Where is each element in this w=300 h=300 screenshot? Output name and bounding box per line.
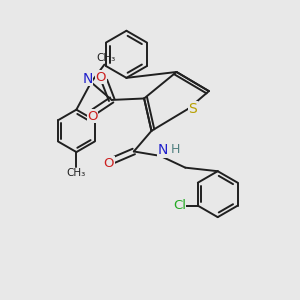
Text: Cl: Cl <box>173 199 186 212</box>
Text: O: O <box>87 110 98 123</box>
Text: H: H <box>171 142 180 156</box>
Text: CH₃: CH₃ <box>67 168 86 178</box>
Text: N: N <box>82 72 93 86</box>
Text: N: N <box>158 143 168 157</box>
Text: S: S <box>188 102 197 116</box>
Text: O: O <box>103 157 114 170</box>
Text: CH₃: CH₃ <box>96 53 116 63</box>
Text: O: O <box>96 71 106 84</box>
